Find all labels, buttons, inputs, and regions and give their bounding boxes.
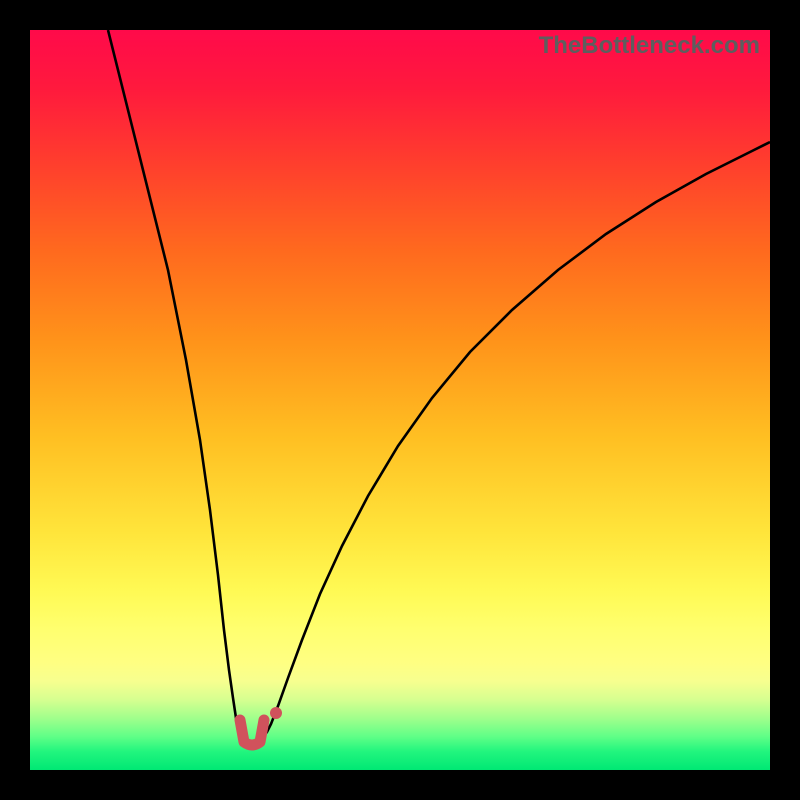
bottleneck-chart <box>30 30 770 770</box>
watermark-text: TheBottleneck.com <box>539 32 760 60</box>
outer-frame: TheBottleneck.com <box>0 0 800 800</box>
gradient-background <box>30 30 770 770</box>
